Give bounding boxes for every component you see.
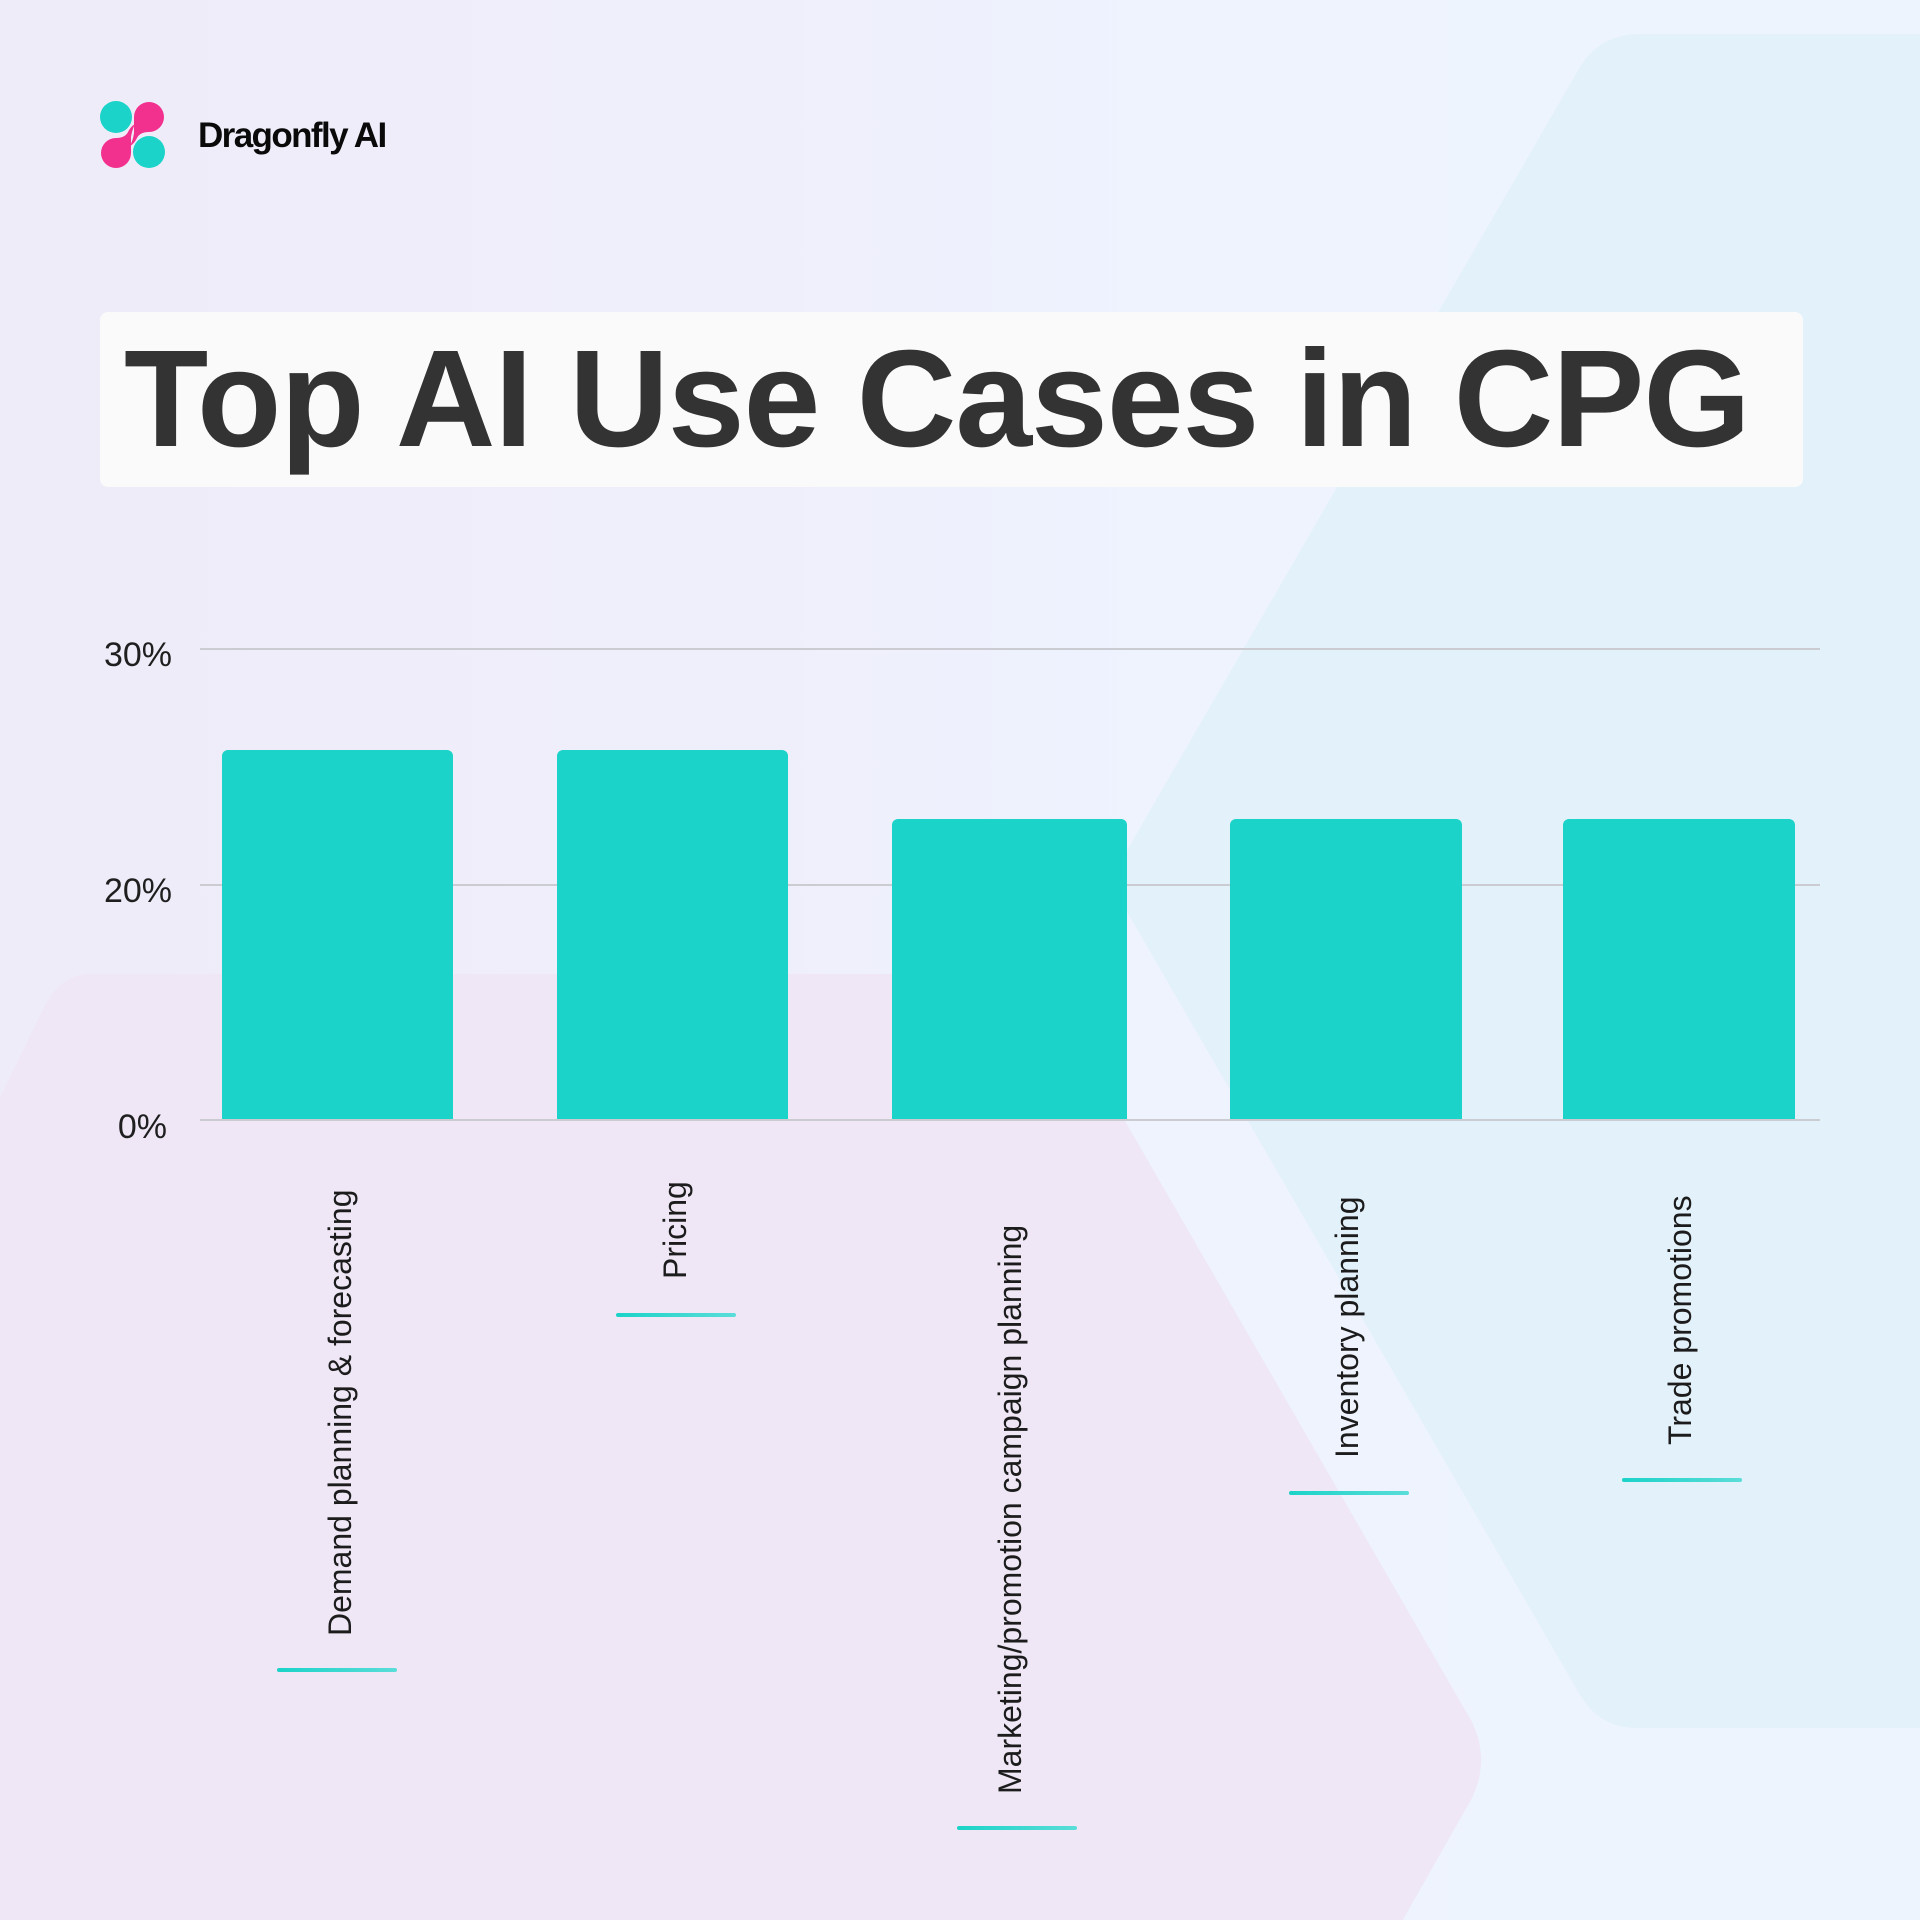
x-label-inventory-planning: Inventory planning bbox=[1329, 1196, 1365, 1458]
brand-logo: Dragonfly AI bbox=[100, 100, 387, 170]
label-underline-trade-promotions bbox=[1622, 1478, 1742, 1482]
bar-marketing-promotion[interactable] bbox=[892, 819, 1127, 1120]
bar-demand-planning[interactable] bbox=[222, 750, 453, 1120]
gridline-30 bbox=[200, 648, 1820, 650]
bar-pricing[interactable] bbox=[557, 750, 788, 1120]
label-underline-demand-planning bbox=[277, 1668, 397, 1672]
bar-trade-promotions[interactable] bbox=[1563, 819, 1795, 1120]
dragonfly-logo-icon bbox=[100, 101, 165, 168]
y-tick-0: 0% bbox=[117, 1108, 167, 1146]
x-label-pricing: Pricing bbox=[657, 1181, 693, 1279]
x-label-marketing-promotion: Marketing/promotion campaign planning bbox=[992, 1224, 1028, 1794]
x-label-demand-planning: Demand planning & forecasting bbox=[322, 1189, 358, 1637]
label-underline-pricing bbox=[616, 1313, 736, 1317]
pink-hexagon-shape bbox=[0, 974, 1481, 1920]
x-label-trade-promotions: Trade promotions bbox=[1662, 1195, 1698, 1445]
title-box bbox=[100, 312, 1803, 487]
bar-inventory-planning[interactable] bbox=[1230, 819, 1462, 1120]
y-tick-30: 30% bbox=[103, 636, 172, 674]
label-underline-marketing-promotion bbox=[957, 1826, 1077, 1830]
label-underline-inventory-planning bbox=[1289, 1491, 1409, 1495]
page-title: Top AI Use Cases in CPG bbox=[124, 322, 1751, 476]
brand-name: Dragonfly AI bbox=[198, 115, 387, 155]
x-axis-baseline bbox=[200, 1119, 1820, 1121]
y-tick-20: 20% bbox=[103, 872, 172, 910]
